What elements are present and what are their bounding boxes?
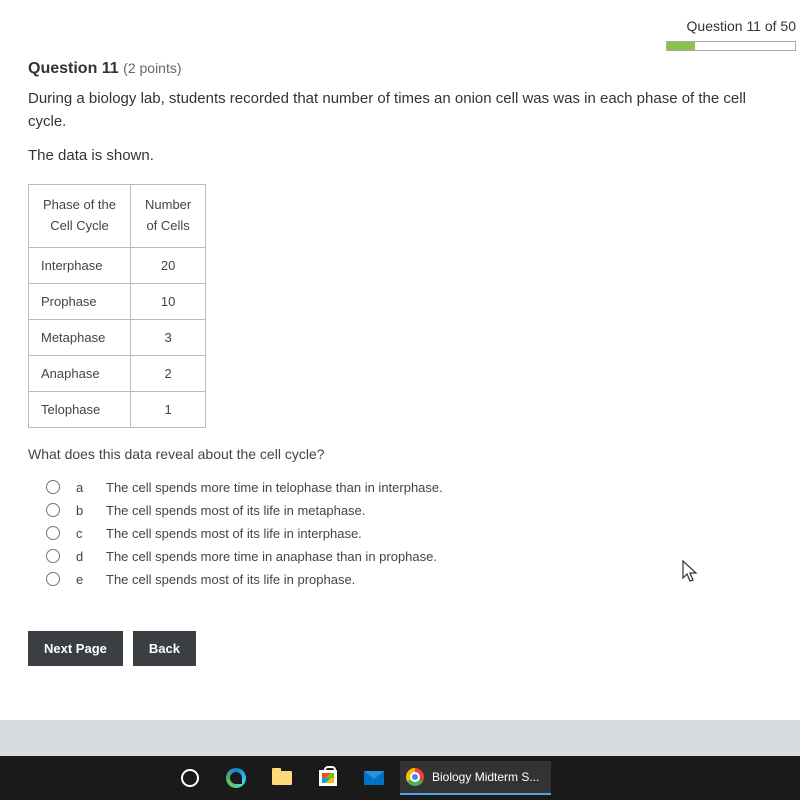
taskbar: Biology Midterm S... xyxy=(0,756,800,800)
cell-phase: Telophase xyxy=(29,391,131,427)
sub-question: What does this data reveal about the cel… xyxy=(28,446,772,462)
option-text: The cell spends more time in telophase t… xyxy=(106,480,443,495)
option-row[interactable]: a The cell spends more time in telophase… xyxy=(46,476,772,499)
option-text: The cell spends most of its life in inte… xyxy=(106,526,362,541)
cortana-icon[interactable] xyxy=(170,756,210,800)
option-letter: e xyxy=(76,572,90,587)
file-explorer-icon[interactable] xyxy=(262,756,302,800)
next-page-button[interactable]: Next Page xyxy=(28,631,123,666)
col-header-phase-l1: Phase of the xyxy=(43,197,116,212)
taskbar-app-chrome[interactable]: Biology Midterm S... xyxy=(400,761,551,795)
table-body: Interphase 20 Prophase 10 Metaphase 3 An… xyxy=(29,247,206,427)
progress-label: Question 11 of 50 xyxy=(666,18,796,34)
progress-block: Question 11 of 50 xyxy=(666,18,796,56)
progress-fill xyxy=(667,42,695,50)
option-letter: c xyxy=(76,526,90,541)
cell-count: 20 xyxy=(131,247,206,283)
option-radio[interactable] xyxy=(46,480,60,494)
option-text: The cell spends most of its life in prop… xyxy=(106,572,355,587)
col-header-phase: Phase of the Cell Cycle xyxy=(29,185,131,248)
chrome-icon xyxy=(406,768,424,786)
table-row: Telophase 1 xyxy=(29,391,206,427)
table-row: Interphase 20 xyxy=(29,247,206,283)
table-row: Prophase 10 xyxy=(29,283,206,319)
table-row: Metaphase 3 xyxy=(29,319,206,355)
col-header-count: Number of Cells xyxy=(131,185,206,248)
data-table: Phase of the Cell Cycle Number of Cells … xyxy=(28,184,206,428)
col-header-phase-l2: Cell Cycle xyxy=(50,218,109,233)
option-radio[interactable] xyxy=(46,549,60,563)
cell-phase: Metaphase xyxy=(29,319,131,355)
mail-icon[interactable] xyxy=(354,756,394,800)
question-number: Question 11 xyxy=(28,60,119,77)
cell-phase: Prophase xyxy=(29,283,131,319)
option-row[interactable]: b The cell spends most of its life in me… xyxy=(46,499,772,522)
nav-buttons: Next Page Back xyxy=(28,631,772,666)
cell-count: 1 xyxy=(131,391,206,427)
option-letter: b xyxy=(76,503,90,518)
option-radio[interactable] xyxy=(46,572,60,586)
cell-phase: Interphase xyxy=(29,247,131,283)
option-letter: a xyxy=(76,480,90,495)
question-text: During a biology lab, students recorded … xyxy=(28,88,772,133)
taskbar-app-label: Biology Midterm S... xyxy=(432,770,539,784)
question-header: Question 11 (2 points) xyxy=(28,60,772,78)
cell-phase: Anaphase xyxy=(29,355,131,391)
quiz-page: Question 11 of 50 Question 11 (2 points)… xyxy=(0,0,800,720)
answer-options: a The cell spends more time in telophase… xyxy=(46,476,772,591)
option-radio[interactable] xyxy=(46,526,60,540)
question-text-2: The data is shown. xyxy=(28,147,772,164)
cell-count: 10 xyxy=(131,283,206,319)
option-radio[interactable] xyxy=(46,503,60,517)
col-header-count-l2: of Cells xyxy=(146,218,189,233)
option-row[interactable]: d The cell spends more time in anaphase … xyxy=(46,545,772,568)
cell-count: 3 xyxy=(131,319,206,355)
option-row[interactable]: c The cell spends most of its life in in… xyxy=(46,522,772,545)
option-letter: d xyxy=(76,549,90,564)
option-text: The cell spends more time in anaphase th… xyxy=(106,549,437,564)
option-text: The cell spends most of its life in meta… xyxy=(106,503,365,518)
option-row[interactable]: e The cell spends most of its life in pr… xyxy=(46,568,772,591)
cell-count: 2 xyxy=(131,355,206,391)
ms-store-icon[interactable] xyxy=(308,756,348,800)
progress-bar xyxy=(666,41,796,51)
edge-icon[interactable] xyxy=(216,756,256,800)
table-row: Anaphase 2 xyxy=(29,355,206,391)
question-points: (2 points) xyxy=(123,60,181,76)
col-header-count-l1: Number xyxy=(145,197,191,212)
back-button[interactable]: Back xyxy=(133,631,196,666)
